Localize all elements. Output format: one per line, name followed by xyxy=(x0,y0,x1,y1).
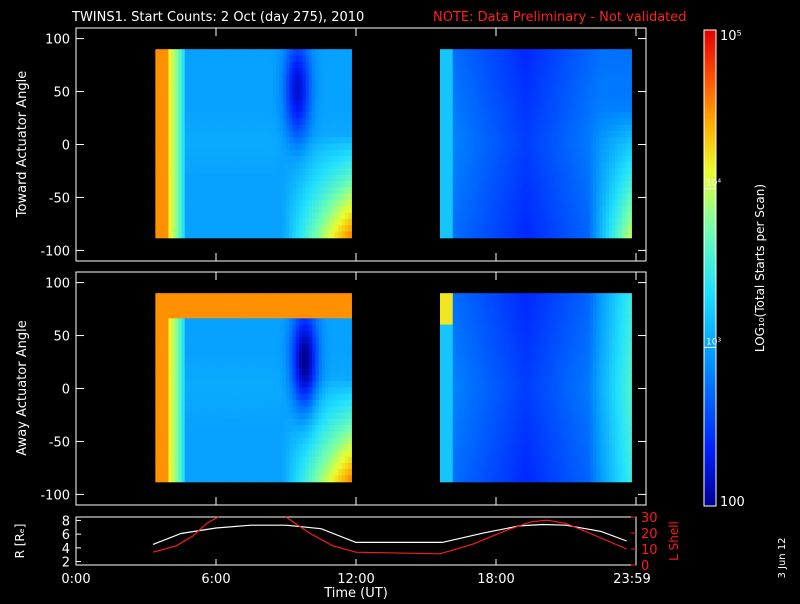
heatmap-cell xyxy=(628,93,632,100)
toward-angle-axis-label: Toward Actuator Angle xyxy=(15,71,30,218)
heatmap-cell xyxy=(628,131,632,138)
heatmap-cell xyxy=(348,131,352,138)
heatmap-cell xyxy=(628,181,632,188)
heatmap-cell xyxy=(628,213,632,220)
heatmap-cell xyxy=(348,169,352,176)
heatmap-cell xyxy=(348,206,352,213)
heatmap-cell xyxy=(628,206,632,213)
heatmap-cell xyxy=(348,125,352,132)
heatmap-cell xyxy=(348,49,352,56)
heatmap-cell xyxy=(348,231,352,238)
heatmap-cell xyxy=(348,74,352,81)
toward-angle-panel: -100 -50 0 50 100 Toward Actuator Angle xyxy=(15,28,646,261)
heatmap-cell xyxy=(348,200,352,207)
heatmap-cell xyxy=(628,200,632,207)
heatmap-cell xyxy=(628,231,632,238)
heatmap-cell xyxy=(348,156,352,163)
y-tick-label: -50 xyxy=(49,191,70,206)
heatmap-cell xyxy=(348,181,352,188)
heatmap-cell xyxy=(628,175,632,182)
heatmap-block xyxy=(155,293,352,482)
heatmap-cell xyxy=(628,143,632,150)
heatmap-cell xyxy=(348,162,352,169)
heatmap-cell xyxy=(628,68,632,75)
heatmap-cell xyxy=(628,106,632,113)
heatmap-cell xyxy=(628,49,632,56)
heatmap-block xyxy=(155,49,352,238)
heatmap-cell xyxy=(628,74,632,81)
heatmap-cell xyxy=(628,156,632,163)
heatmap-cell xyxy=(348,93,352,100)
heatmap-cell xyxy=(628,187,632,194)
heatmap-cell xyxy=(628,55,632,62)
heatmap-cell xyxy=(628,219,632,226)
y-tick-label: 100 xyxy=(45,33,70,48)
heatmap-cell xyxy=(348,213,352,220)
heatmap-cell xyxy=(628,194,632,201)
chart-title: TWINS1. Start Counts: 2 Oct (day 275), 2… xyxy=(71,10,364,25)
heatmap-cell xyxy=(348,137,352,144)
heatmap-cell xyxy=(348,118,352,125)
heatmap-cell xyxy=(348,87,352,94)
heatmap-block xyxy=(440,49,632,238)
heatmap-cell xyxy=(348,175,352,182)
heatmap-cell xyxy=(628,169,632,176)
heatmap-cell xyxy=(628,225,632,232)
heatmap-cell xyxy=(628,112,632,119)
heatmap-cell xyxy=(348,81,352,88)
heatmap-cell xyxy=(628,125,632,132)
heatmap-cell xyxy=(628,162,632,169)
heatmap-cell xyxy=(628,62,632,69)
y-tick-label: -100 xyxy=(40,244,70,259)
y-tick-label: 50 xyxy=(53,86,70,101)
heatmap-cell xyxy=(348,55,352,62)
heatmap-cell xyxy=(348,62,352,69)
heatmap-cell xyxy=(348,106,352,113)
heatmap-cell xyxy=(348,225,352,232)
heatmap-cell xyxy=(628,137,632,144)
heatmap-cell xyxy=(628,81,632,88)
heatmap-cell xyxy=(348,112,352,119)
heatmap-cell xyxy=(348,99,352,106)
heatmap-cell xyxy=(628,99,632,106)
heatmap-cell xyxy=(628,150,632,157)
heatmap-cell xyxy=(628,87,632,94)
y-tick-label: 0 xyxy=(62,139,70,154)
preliminary-note: NOTE: Data Preliminary - Not validated xyxy=(433,10,687,25)
heatmap-cell xyxy=(348,150,352,157)
heatmap-cell xyxy=(348,68,352,75)
heatmap-cell xyxy=(348,187,352,194)
heatmap-cell xyxy=(348,219,352,226)
heatmap-cell xyxy=(628,118,632,125)
heatmap-cell xyxy=(348,194,352,201)
heatmap-cell xyxy=(348,143,352,150)
